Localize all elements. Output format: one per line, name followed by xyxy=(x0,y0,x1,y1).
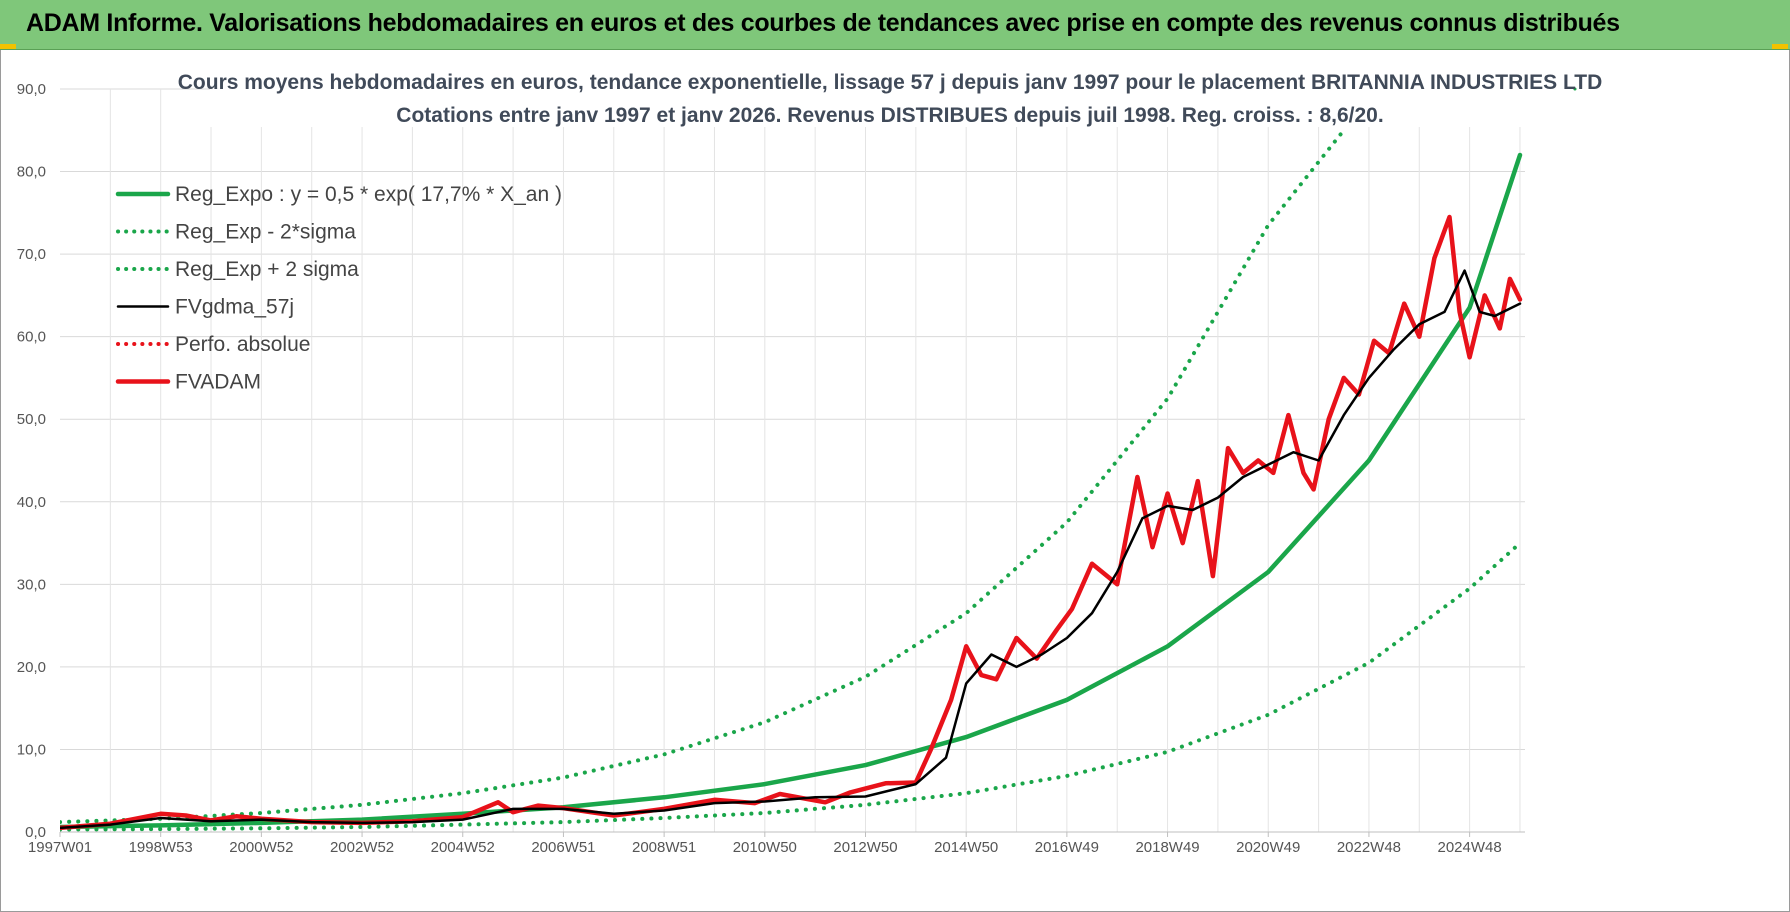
chart-title: Cours moyens hebdomadaires en euros, ten… xyxy=(178,71,1602,94)
y-tick-label: 80,0 xyxy=(17,164,46,181)
x-tick-label: 2000W52 xyxy=(229,839,293,856)
y-tick-label: 20,0 xyxy=(17,659,46,676)
corner-marker-top-left xyxy=(0,44,16,49)
banner-title: ADAM Informe. Valorisations hebdomadaire… xyxy=(26,9,1620,37)
x-tick-label: 2014W50 xyxy=(934,839,998,856)
x-tick-label: 2022W48 xyxy=(1337,839,1401,856)
x-tick-label: 2016W49 xyxy=(1035,839,1099,856)
legend-label: Reg_Expo : y = 0,5 * exp( 17,7% * X_an ) xyxy=(175,183,562,206)
y-tick-label: 40,0 xyxy=(17,494,46,511)
legend: Reg_Expo : y = 0,5 * exp( 17,7% * X_an )… xyxy=(115,183,562,394)
series-line xyxy=(60,541,1522,832)
x-tick-label: 2020W49 xyxy=(1236,839,1300,856)
series-line xyxy=(60,152,1523,830)
axes: 0,0 10,0 20,0 30,0 40,0 50,0 60,0 70,0 80,0 90,0 1… xyxy=(17,81,1525,856)
series-line xyxy=(60,214,1523,831)
x-tick-label: 2004W52 xyxy=(431,839,495,856)
y-tick-label: 50,0 xyxy=(17,411,46,428)
chart-svg: 0,0 10,0 20,0 30,0 40,0 50,0 60,0 70,0 80,0 90,0 1… xyxy=(17,61,1602,856)
legend-label: Reg_Exp - 2*sigma xyxy=(175,221,356,244)
x-tick-label: 2010W50 xyxy=(733,839,797,856)
legend-label: Perfo. absolue xyxy=(175,333,310,356)
series-line xyxy=(60,128,1346,825)
legend-label: FVADAM xyxy=(175,371,261,394)
title-background xyxy=(210,61,1570,127)
x-tick-label: 2018W49 xyxy=(1135,839,1199,856)
x-tick-label: 2012W50 xyxy=(833,839,897,856)
series-layer xyxy=(60,87,1577,832)
x-tick-label: 2024W48 xyxy=(1438,839,1502,856)
y-tick-label: 70,0 xyxy=(17,246,46,263)
y-tick-label: 90,0 xyxy=(17,81,46,98)
series-line xyxy=(60,269,1522,830)
legend-label: Reg_Exp + 2 sigma xyxy=(175,258,359,281)
legend-label: FVgdma_57j xyxy=(175,296,294,319)
title-banner: ADAM Informe. Valorisations hebdomadaire… xyxy=(0,0,1790,50)
x-tick-label: 1997W01 xyxy=(28,839,92,856)
y-tick-label: 30,0 xyxy=(17,576,46,593)
x-tick-label: 1998W53 xyxy=(129,839,193,856)
corner-marker-top-right xyxy=(1772,44,1788,49)
y-tick-label: 0,0 xyxy=(25,824,46,841)
chart-titles: Cours moyens hebdomadaires en euros, ten… xyxy=(178,61,1602,127)
y-tick-label: 60,0 xyxy=(17,329,46,346)
chart-subtitle: Cotations entre janv 1997 et janv 2026. … xyxy=(396,104,1383,127)
x-tick-label: 2008W51 xyxy=(632,839,696,856)
x-tick-label: 2002W52 xyxy=(330,839,394,856)
y-tick-label: 10,0 xyxy=(17,741,46,758)
x-tick-label: 2006W51 xyxy=(531,839,595,856)
